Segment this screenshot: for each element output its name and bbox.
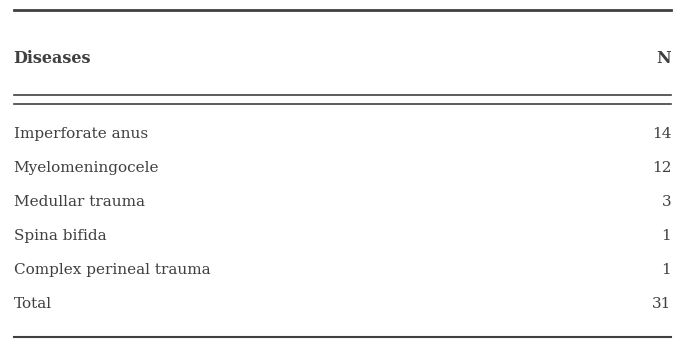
Text: 12: 12 [652,161,671,175]
Text: Total: Total [14,297,52,311]
Text: 1: 1 [662,263,671,277]
Text: 31: 31 [652,297,671,311]
Text: N: N [657,51,671,67]
Text: Imperforate anus: Imperforate anus [14,127,148,141]
Text: 14: 14 [652,127,671,141]
Text: Medullar trauma: Medullar trauma [14,195,145,209]
Text: Myelomeningocele: Myelomeningocele [14,161,159,175]
Text: Diseases: Diseases [14,51,91,67]
Text: Complex perineal trauma: Complex perineal trauma [14,263,210,277]
Text: 1: 1 [662,229,671,243]
Text: Spina bifida: Spina bifida [14,229,106,243]
Text: 3: 3 [662,195,671,209]
